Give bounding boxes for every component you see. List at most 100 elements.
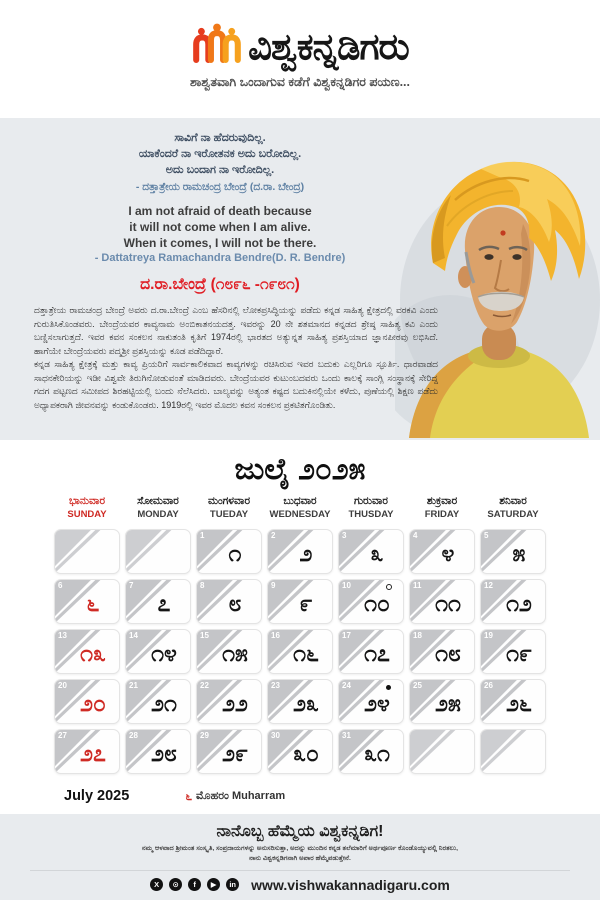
calendar-cell-day-27: 27 ೨೭ [54,729,120,774]
kannada-date-number: ೩೦ [293,739,319,766]
kannada-date-number: ೨೧ [151,689,177,716]
corner-fold [410,730,446,767]
english-date-number: 20 [58,681,67,690]
festival-legend: ೬ ಮೊಹರಂ Muharram [185,789,285,804]
english-quote-line: I am not afraid of death because [128,203,312,218]
kannada-date-number: ೯ [299,589,313,616]
calendar-cell-day-24: 24 ೨೪ [338,679,404,724]
kannada-date-number: ೨೦ [80,689,106,716]
kannada-quote-line: ಯಾಕೆಂದರೆ ನಾ ಇರೋತನಕ ಅದು ಬರೋದಿಲ್ಲ. [138,147,302,160]
kannada-date-number: ೨೨ [222,689,248,716]
header: ವಿಶ್ವಕನ್ನಡಿಗರು ಶಾಶ್ವತವಾಗಿ ಒಂದಾಗುವ ಕಡೆಗೆ … [0,0,600,118]
youtube-icon[interactable]: ▶ [207,878,221,892]
weekday-english-label: THUSDAY [348,509,394,520]
kannada-date-number: ೧೩ [80,639,106,666]
kannada-date-number: ೬ [86,589,100,616]
english-quote-line: it will not come when I am alive. [129,220,311,234]
social-icons: X ⊙ f ▶ in [150,878,240,892]
kannada-date-number: ೨೬ [506,689,532,716]
social-row: X ⊙ f ▶ in www.vishwakannadigaru.com [0,877,600,893]
legend-festival-name: ಮೊಹರಂ Muharram [196,789,286,802]
brand-title: ವಿಶ್ವಕನ್ನಡಿಗರು [248,25,410,67]
weekday-header-monday: ಸೋಮವಾರ MONDAY [125,495,191,520]
biography-paragraph-1: ದತ್ತಾತ್ರೇಯ ರಾಮಚಂದ್ರ ಬೇಂದ್ರೆ ಅವರು ದ.ರಾ.ಬೇ… [34,305,438,356]
weekday-kannada-label: ಭಾನುವಾರ [68,495,106,507]
footer-message: ನಮ್ಮ ಆಳವಾದ ಶ್ರೀಮಂತ ಸಂಸ್ಕೃತಿ, ಸಂಪ್ರದಾಯಗಳನ… [0,844,600,865]
facebook-icon[interactable]: f [188,878,202,892]
english-quote-line: When it comes, I will not be there. [123,236,317,251]
english-date-number: 3 [342,531,347,540]
kannada-date-number: ೧೫ [222,639,248,666]
english-date-number: 7 [129,581,134,590]
kannada-quote: ಸಾವಿಗೆ ನಾ ಹೆದರುವುದಿಲ್ಲ. ಯಾಕೆಂದರೆ ನಾ ಇರೋತನ… [0,131,440,179]
poet-portrait-image [378,130,600,438]
english-date-number: 18 [413,631,422,640]
calendar-cell-day-14: 14 ೧೪ [125,629,191,674]
english-date-number: 19 [484,631,493,640]
english-date-number: 22 [200,681,209,690]
corner-fold [481,730,517,767]
weekday-english-label: WEDNESDAY [269,509,331,520]
kannada-date-number: ೧೭ [364,639,390,666]
english-date-number: 5 [484,531,489,540]
calendar-cell-day-28: 28 ೨೮ [125,729,191,774]
kannada-date-number: ೧೨ [506,589,532,616]
linkedin-icon[interactable]: in [226,878,240,892]
calendar-cell-day-16: 16 ೧೬ [267,629,333,674]
english-date-number: 31 [342,731,351,740]
kannada-date-number: ೧೧ [435,589,461,616]
x-icon[interactable]: X [150,878,164,892]
instagram-icon[interactable]: ⊙ [169,878,183,892]
kannada-quote-line: ಅದು ಬಂದಾಗ ನಾ ಇರೋದಿಲ್ಲ. [165,163,275,176]
brand-tagline: ಶಾಶ್ವತವಾಗಿ ಒಂದಾಗುವ ಕಡೆಗೆ ವಿಶ್ವಕನ್ನಡಿಗರ ಪ… [189,75,411,89]
website-link[interactable]: www.vishwakannadigaru.com [251,876,450,893]
kannada-date-number: ೪ [441,539,455,566]
kannada-date-number: ೩೧ [364,739,390,766]
calendar-cell-day-13: 13 ೧೩ [54,629,120,674]
weekday-kannada-label: ಶುಕ್ರವಾರ [426,495,458,507]
calendar-cell-day-30: 30 ೩೦ [267,729,333,774]
kannada-date-number: ೫ [512,539,526,566]
calendar-cell-empty [409,729,475,774]
calendar-cell-day-20: 20 ೨೦ [54,679,120,724]
kannada-date-number: ೨೮ [151,739,177,766]
english-date-number: 26 [484,681,493,690]
weekday-english-label: MONDAY [137,509,179,520]
english-date-number: 14 [129,631,138,640]
weekday-kannada-label: ಗುರುವಾರ [354,495,388,507]
calendar-section: ಜುಲೈ ೨೦೨೫ ಭಾನುವಾರ SUNDAY ಸೋಮವಾರ MONDAY ಮಂಗಳವ… [0,440,600,814]
calendar-cell-empty [480,729,546,774]
calendar-cell-day-12: 12 ೧೨ [480,579,546,624]
footer-message-line-2: ನಾನು ವಿಶ್ವಕನ್ನಡಿಗನಾಗಿ ಅಪಾರ ಹೆಮ್ಮೆಪಡುತ್ತೇ… [249,855,351,863]
kannada-date-number: ೩ [370,539,384,566]
kannada-date-number: ೨೪ [364,689,390,716]
calendar-cell-day-11: 11 ೧೧ [409,579,475,624]
kannada-date-number: ೨೭ [80,739,106,766]
calendar-cell-day-15: 15 ೧೫ [196,629,262,674]
corner-fold [55,530,91,567]
english-date-number: 24 [342,681,351,690]
weekday-header-thusday: ಗುರುವಾರ THUSDAY [338,495,404,520]
calendar-cell-day-18: 18 ೧೮ [409,629,475,674]
weekday-english-label: TUEDAY [209,509,249,520]
weekday-kannada-label: ಬುಧವಾರ [283,495,317,507]
english-quote-attribution: - Dattatreya Ramachandra Bendre(D. R. Be… [94,252,346,265]
calendar-cell-day-23: 23 ೨೩ [267,679,333,724]
footer-message-line-1: ನಮ್ಮ ಆಳವಾದ ಶ್ರೀಮಂತ ಸಂಸ್ಕೃತಿ, ಸಂಪ್ರದಾಯಗಳನ… [142,845,458,852]
english-date-number: 9 [271,581,276,590]
kannada-date-number: ೨ [299,539,313,566]
weekday-english-label: FRIDAY [424,509,460,520]
english-date-number: 21 [129,681,138,690]
legend-day-number: ೬ [185,788,193,803]
english-date-number: 16 [271,631,280,640]
kannada-date-number: ೧೯ [506,639,532,666]
kannada-date-number: ೭ [157,589,171,616]
english-date-number: 2 [271,531,276,540]
calendar-cell-day-10: 10 ೧೦ [338,579,404,624]
calendar-cell-day-29: 29 ೨೯ [196,729,262,774]
people-logo-icon [193,23,242,64]
